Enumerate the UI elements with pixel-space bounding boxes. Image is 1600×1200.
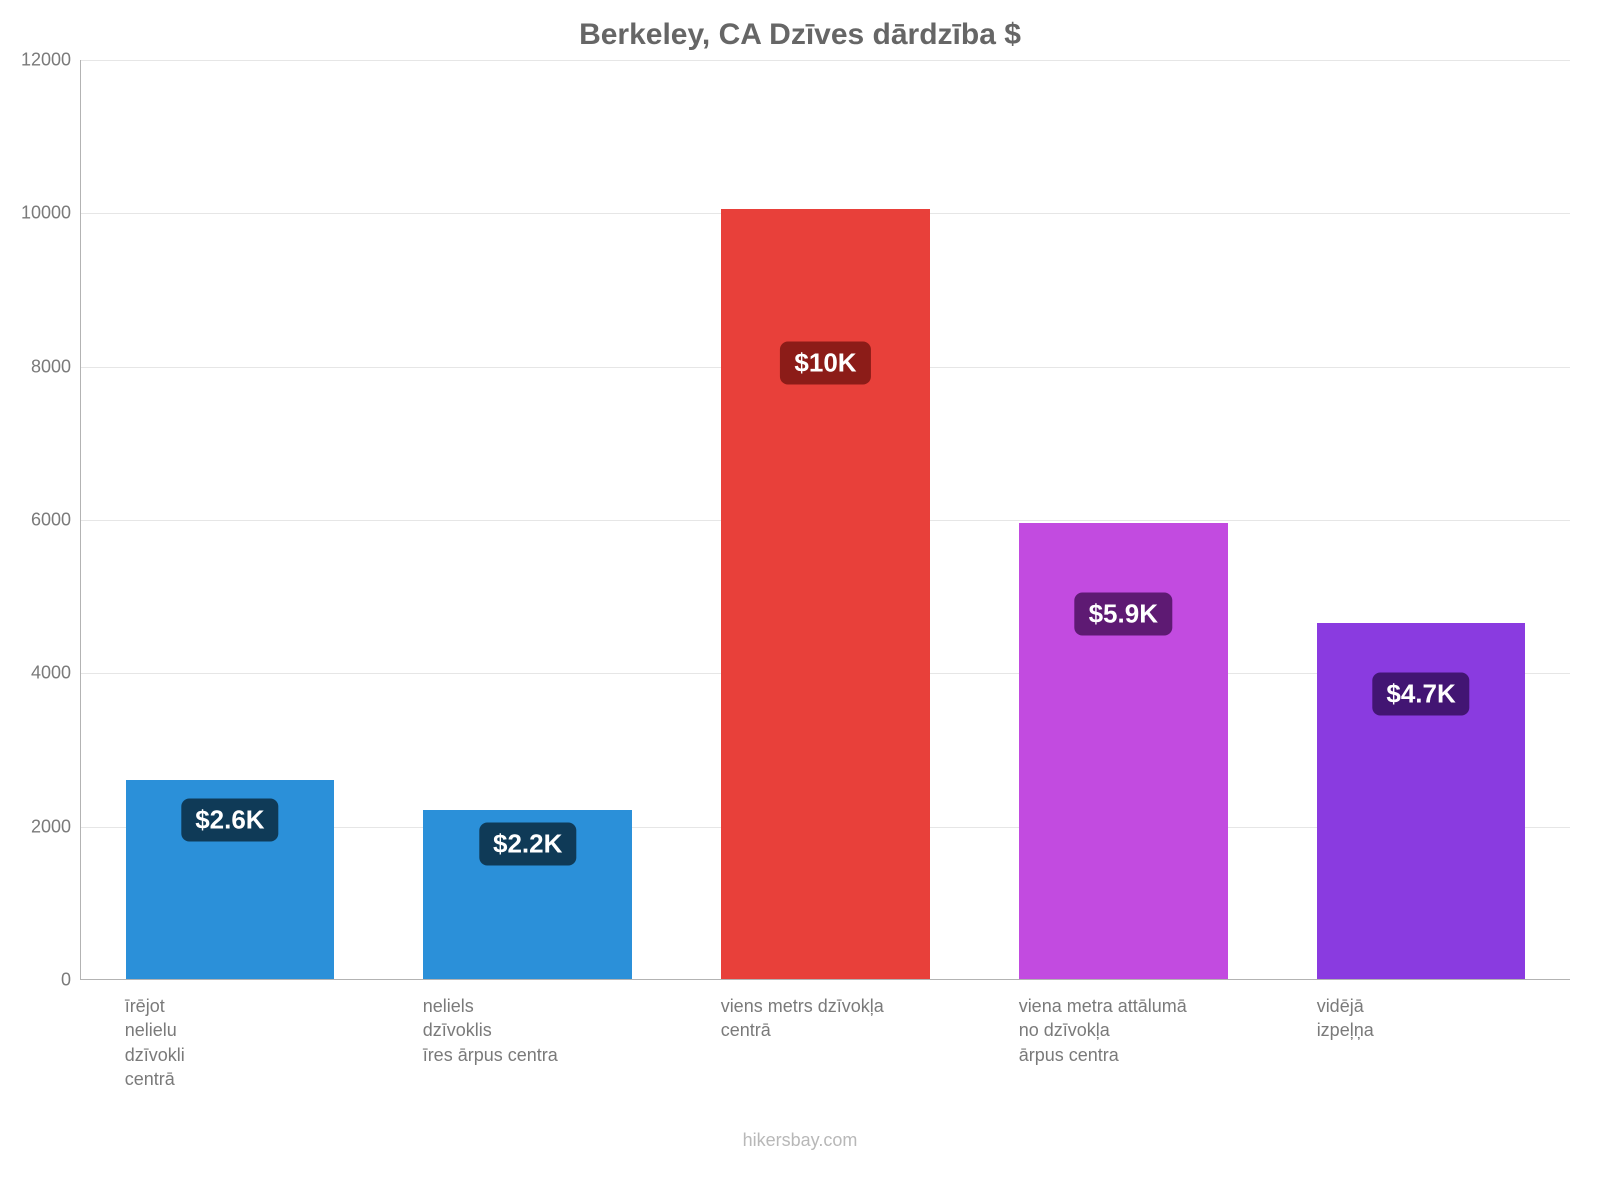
bar-slot: $10K	[677, 60, 975, 979]
y-tick-label: 2000	[31, 816, 81, 837]
y-tick-label: 0	[61, 970, 81, 991]
y-tick-label: 10000	[21, 203, 81, 224]
y-tick-label: 4000	[31, 663, 81, 684]
x-label-slot: viens metrs dzīvokļa centrā	[676, 994, 974, 1091]
plot-area: $2.6K$2.2K$10K$5.9K$4.7K 020004000600080…	[80, 60, 1570, 980]
cost-of-living-chart: Berkeley, CA Dzīves dārdzība $ $2.6K $2.2…	[0, 0, 1600, 1200]
x-label-slot: īrējot nelielu dzīvokli centrā	[80, 994, 378, 1091]
bar: $10K	[721, 209, 930, 980]
bar-value-label: $5.9K	[1075, 593, 1172, 636]
x-label-slot: viena metra attālumā no dzīvokļa ārpus c…	[974, 994, 1272, 1091]
x-axis-labels: īrējot nelielu dzīvokli centrā neliels dz…	[80, 994, 1570, 1091]
bar-value-label: $4.7K	[1372, 672, 1469, 715]
chart-title: Berkeley, CA Dzīves dārdzība $	[0, 18, 1600, 52]
bar-value-label: $2.2K	[479, 823, 576, 866]
x-tick-label: viens metrs dzīvokļa centrā	[721, 994, 954, 1043]
y-tick-label: 8000	[31, 356, 81, 377]
bars-container: $2.6K $2.2K $10K $5.9K $4.7K	[81, 60, 1570, 979]
chart-footer: hikersbay.com	[0, 1130, 1600, 1151]
y-tick-label: 12000	[21, 50, 81, 71]
x-tick-label: īrējot nelielu dzīvokli centrā	[125, 994, 358, 1091]
bar-value-label: $10K	[780, 341, 870, 384]
x-tick-label: viena metra attālumā no dzīvokļa ārpus c…	[1019, 994, 1252, 1067]
x-label-slot: vidējā izpeļņa	[1272, 994, 1570, 1091]
bar: $2.6K	[126, 780, 335, 979]
bar-value-label: $2.6K	[181, 798, 278, 841]
bar: $5.9K	[1019, 523, 1228, 979]
bar-slot: $5.9K	[974, 60, 1272, 979]
bar: $4.7K	[1317, 623, 1526, 980]
x-tick-label: neliels dzīvoklis īres ārpus centra	[423, 994, 656, 1067]
bar-slot: $2.2K	[379, 60, 677, 979]
bar-slot: $4.7K	[1272, 60, 1570, 979]
x-tick-label: vidējā izpeļņa	[1317, 994, 1550, 1043]
y-tick-label: 6000	[31, 510, 81, 531]
bar-slot: $2.6K	[81, 60, 379, 979]
bar: $2.2K	[423, 810, 632, 979]
x-label-slot: neliels dzīvoklis īres ārpus centra	[378, 994, 676, 1091]
